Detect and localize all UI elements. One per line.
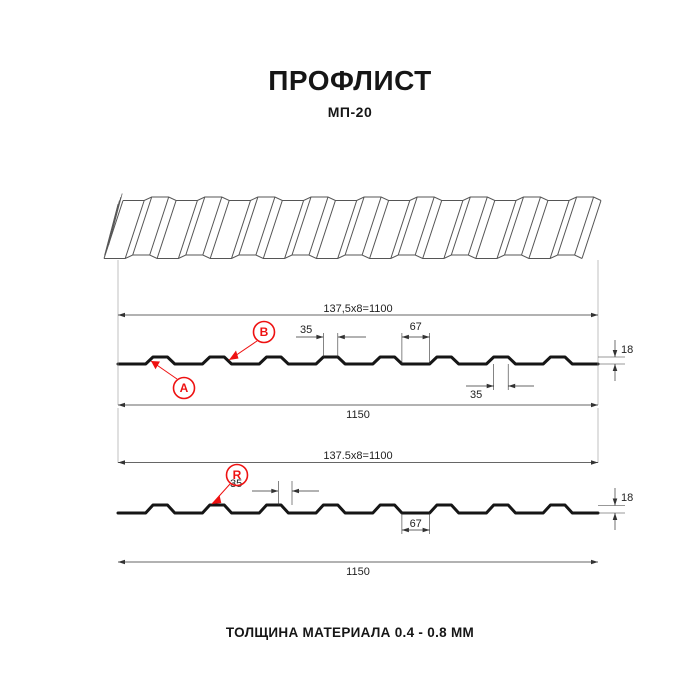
svg-text:137.5x8=1100: 137.5x8=1100 bbox=[323, 450, 392, 462]
svg-text:35: 35 bbox=[470, 389, 482, 401]
svg-text:МП-20: МП-20 bbox=[328, 104, 372, 120]
svg-text:ТОЛЩИНА МАТЕРИАЛА 0.4 - 0.8 ММ: ТОЛЩИНА МАТЕРИАЛА 0.4 - 0.8 ММ bbox=[226, 625, 474, 640]
svg-text:35: 35 bbox=[300, 324, 312, 336]
svg-text:B: B bbox=[260, 325, 269, 339]
svg-text:18: 18 bbox=[621, 492, 633, 504]
svg-text:1150: 1150 bbox=[346, 409, 370, 421]
svg-text:67: 67 bbox=[410, 321, 422, 333]
svg-text:137,5x8=1100: 137,5x8=1100 bbox=[323, 303, 392, 315]
svg-text:A: A bbox=[180, 381, 189, 395]
svg-text:1150: 1150 bbox=[346, 566, 370, 578]
svg-text:ПРОФЛИСТ: ПРОФЛИСТ bbox=[268, 65, 431, 96]
svg-text:R: R bbox=[233, 468, 242, 482]
svg-text:18: 18 bbox=[621, 344, 633, 356]
svg-text:67: 67 bbox=[410, 518, 422, 530]
